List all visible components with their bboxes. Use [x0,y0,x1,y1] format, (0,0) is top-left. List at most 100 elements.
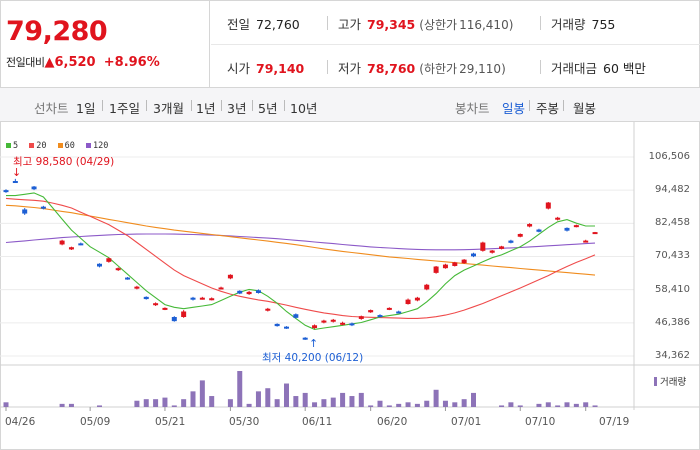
candle [162,307,168,310]
volume-bar [59,403,65,407]
candle [218,287,224,290]
candle [40,206,46,209]
period-1w[interactable]: 1주일 [109,101,140,116]
open-value: 79,140 [256,61,305,76]
candle [349,323,355,326]
volume-bar [471,392,476,407]
period-daily[interactable]: 일봉 [502,101,526,116]
candle [433,266,439,273]
period-5y[interactable]: 5년 [258,101,278,116]
period-weekly[interactable]: 주봉 [536,101,560,116]
change-label: 전일대비 [6,56,45,69]
volume-stat: 거래량 755 [551,14,615,33]
volume-bar [68,403,74,407]
volume-bar [321,399,327,407]
volume-bar [143,399,149,407]
open-stat: 시가 79,140 [227,58,304,77]
y-tick: 34,362 [655,350,690,361]
volume-bar [171,405,177,407]
ma-legend: 5 20 60 120 [6,141,114,151]
volume-bar [573,403,579,407]
period-3m[interactable]: 3개월 [153,101,184,116]
candle [461,259,467,264]
volume-bar [583,402,589,407]
y-tick: 94,482 [655,184,690,195]
volume-bar [349,396,355,407]
quote-summary: 79,280 전일대비▲6,520 +8.96% 전일 72,760 고가 79,3… [0,0,700,88]
chart-toolbar: 선차트 1일 1주일 3개월 1년 3년 5년 10년 봉차트 일봉 주봉 월봉 [0,88,700,122]
high-stat: 고가 79,345 (상한가 116,410) [338,14,513,33]
period-10y[interactable]: 10년 [290,101,318,116]
volume-bar [452,402,458,407]
candle [508,240,514,243]
volume-bar [227,399,233,407]
candle [517,233,523,237]
period-3y[interactable]: 3년 [227,101,247,116]
candle [368,310,374,313]
candle [134,286,140,289]
up-arrow-icon: ↑ [309,337,319,350]
period-1y[interactable]: 1년 [196,101,216,116]
volume-bar [592,405,598,407]
candle [97,263,102,267]
turnover-value: 60 백만 [603,61,646,76]
candle [358,316,364,319]
change-row: 전일대비▲6,520 +8.96% [6,54,160,70]
legend-ma120: 120 [86,141,108,151]
candle [583,240,589,243]
volume-bar [134,400,140,407]
volume-bar [517,405,523,407]
candle [527,224,533,227]
candle [199,297,205,300]
volume-bar [508,402,514,407]
volume-bar [209,396,215,407]
volume-bar [433,389,439,407]
candle [171,317,177,322]
volume-bar [312,402,318,407]
candle [340,322,346,325]
volume-bar [377,400,383,407]
period-monthly[interactable]: 월봉 [573,101,597,116]
candle [499,246,505,249]
period-1d[interactable]: 1일 [76,101,96,116]
x-tick: 05/21 [155,416,186,428]
candle [255,290,261,294]
candle [489,250,495,253]
volume-bar [396,403,402,407]
y-tick: 106,506 [648,151,690,162]
volume-bar [358,392,364,407]
x-tick: 06/11 [302,416,333,428]
volume-bar [302,392,308,407]
x-tick: 07/01 [451,416,482,428]
candle [442,264,448,269]
low-value: 78,760 [367,61,416,76]
volume-bar [97,405,102,407]
candle [265,308,271,311]
high-label: 고가 [338,17,362,32]
prev-close-value: 72,760 [256,17,300,32]
volume-bar [536,403,542,407]
candle [106,258,112,262]
current-price: 79,280 [6,16,108,47]
y-tick: 58,410 [655,284,690,295]
change-value: 6,520 [54,55,96,70]
x-tick: 05/30 [229,416,260,428]
candle [564,227,570,231]
candle [209,298,215,301]
ma120-line [5,233,596,251]
candle [424,284,430,290]
candle [22,209,28,214]
ma5-line [6,192,595,330]
down-arrow-icon: ↓ [12,166,22,179]
volume-bar [330,397,336,407]
turnover-label: 거래대금 [551,61,598,76]
turnover-stat: 거래대금 60 백만 [551,58,646,77]
y-tick: 46,386 [655,317,690,328]
candle [68,247,74,250]
candle [312,325,318,329]
volume-bar [181,399,187,407]
volume-bar [405,402,411,407]
up-arrow-icon: ▲ [44,55,55,70]
candle [555,217,561,220]
candle [115,268,121,271]
